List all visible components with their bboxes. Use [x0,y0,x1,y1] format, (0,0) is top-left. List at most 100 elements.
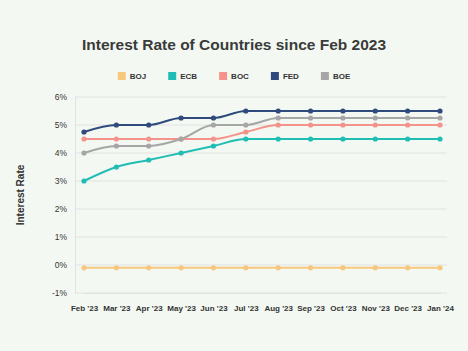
series-point [340,108,345,113]
x-tick-label: Jul '23 [234,304,259,313]
series-point [81,265,86,270]
series-point [276,122,281,127]
series-point [373,122,378,127]
x-tick-label: Aug '23 [264,304,293,313]
x-tick-label: Jun '23 [200,304,228,313]
x-tick-label: Sep '23 [297,304,325,313]
grid-line [75,97,447,98]
y-tick-label: 0% [55,260,68,270]
series-point [114,136,119,141]
legend-item: BOJ [118,72,146,81]
legend-swatch [271,72,279,80]
x-tick: Apr '23 [136,293,163,313]
grid-line [75,293,447,294]
series-point [405,115,410,120]
series-point [146,143,151,148]
series-point [405,265,410,270]
series-point [81,150,86,155]
grid-line [75,237,447,238]
y-tick: 4% [55,148,75,158]
series-point [276,265,281,270]
series-point [243,129,248,134]
series-point [405,136,410,141]
series-point [276,136,281,141]
series-line [84,118,440,153]
x-tick: Dec '23 [394,293,422,313]
background [0,0,468,351]
legend-label: BOC [231,72,249,81]
series-point [178,265,183,270]
series-point [437,115,442,120]
x-tick: Aug '23 [264,293,293,313]
legend-item: BOC [219,72,249,81]
series-point [146,157,151,162]
series-point [308,122,313,127]
series-point [211,265,216,270]
series-point [373,136,378,141]
series [81,136,442,183]
series-point [178,115,183,120]
series-point [178,136,183,141]
legend-swatch [321,72,329,80]
series-point [405,108,410,113]
series-point [437,122,442,127]
y-tick-label: 6% [55,92,68,102]
series-point [373,265,378,270]
chart: Interest Rate of Countries since Feb 202… [0,0,468,351]
y-tick: 6% [55,92,75,102]
series-point [308,108,313,113]
y-tick: -1% [52,288,75,298]
y-tick-label: 4% [55,148,68,158]
x-tick-label: Oct '23 [330,304,357,313]
series-point [243,136,248,141]
y-tick: 2% [55,204,75,214]
series [81,115,442,155]
series-point [146,265,151,270]
series-point [114,265,119,270]
legend-item: BOE [321,72,351,81]
x-tick: Feb '23 [71,293,99,313]
x-tick: Jan '24 [427,293,454,313]
grid [75,97,447,293]
series-point [211,122,216,127]
legend-swatch [168,72,176,80]
series-point [178,136,183,141]
grid-line [75,153,447,154]
series-point [437,136,442,141]
y-axis: -1%0%1%2%3%4%5%6% [52,92,76,298]
series-point [81,136,86,141]
x-tick-label: Apr '23 [136,304,163,313]
series-point [373,115,378,120]
legend: BOJECBBOCFEDBOE [118,72,351,81]
grid-line [75,209,447,210]
x-tick: Jun '23 [200,293,228,313]
y-tick-label: 2% [55,204,68,214]
series-point [308,265,313,270]
series-point [340,265,345,270]
legend-label: BOJ [130,72,146,81]
x-tick: Jul '23 [234,293,259,313]
x-axis-line [85,293,441,294]
series-point [114,164,119,169]
series-point [340,115,345,120]
x-tick: May '23 [167,293,196,313]
x-tick: Sep '23 [297,293,325,313]
series-point [243,108,248,113]
y-tick: 5% [55,120,75,130]
series-point [211,143,216,148]
y-axis-line [75,98,76,294]
title: Interest Rate of Countries since Feb 202… [82,36,386,53]
series-point [114,143,119,148]
series-point [243,265,248,270]
x-tick: Oct '23 [330,293,357,313]
series-line [84,125,440,139]
y-axis-title: Interest Rate [15,164,26,225]
plot-area [81,108,442,270]
series-point [437,108,442,113]
series-point [114,122,119,127]
legend-item: ECB [168,72,197,81]
series-point [308,136,313,141]
series-point [405,122,410,127]
y-tick: 0% [55,260,75,270]
y-tick-label: 1% [55,232,68,242]
